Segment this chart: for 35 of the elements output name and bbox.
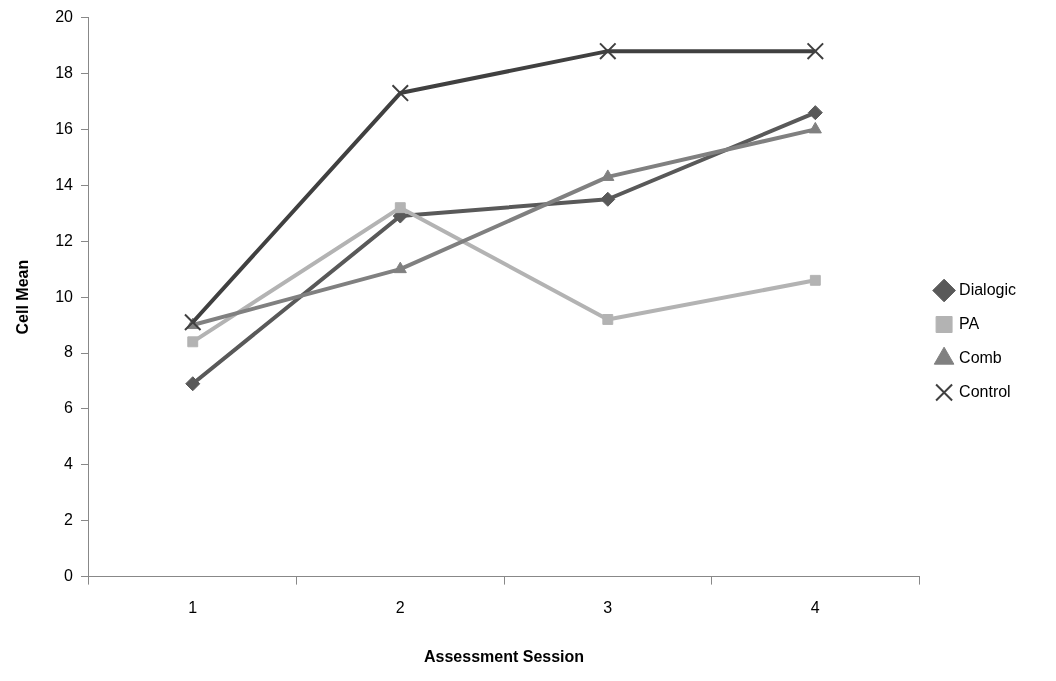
point [806, 42, 825, 60]
point [601, 169, 615, 181]
x-tick-label: 1 [188, 598, 198, 616]
legend-label: Comb [959, 348, 1002, 366]
x-axis-title: Assessment Session [424, 647, 585, 665]
y-tick-label: 8 [64, 343, 74, 361]
legend-label: Control [959, 382, 1011, 400]
x-tick-label: 2 [395, 598, 405, 616]
legend-label: PA [959, 314, 980, 332]
y-tick-label: 6 [64, 399, 74, 417]
point [599, 42, 617, 60]
point [187, 336, 199, 348]
point [393, 261, 407, 274]
point [391, 84, 410, 102]
point [183, 313, 202, 332]
y-axis-title: Cell Mean [14, 259, 32, 335]
point [807, 105, 823, 121]
y-tick-label: 12 [55, 231, 74, 249]
y-tick-label: 20 [55, 8, 74, 26]
x-tick-label: 3 [603, 598, 613, 616]
y-tick-label: 16 [55, 119, 74, 137]
y-tick-label: 18 [55, 63, 74, 81]
y-tick-label: 0 [64, 567, 74, 585]
point [602, 314, 614, 325]
legend-label: Dialogic [959, 280, 1017, 298]
y-tick-label: 4 [64, 455, 74, 473]
y-tick-label: 10 [55, 287, 74, 305]
point [600, 191, 616, 207]
point [808, 121, 822, 134]
point [809, 274, 821, 286]
x-tick-label: 4 [810, 598, 820, 616]
point [394, 202, 406, 214]
point [185, 376, 201, 392]
y-tick-label: 2 [64, 511, 74, 529]
y-tick-label: 14 [55, 175, 74, 193]
